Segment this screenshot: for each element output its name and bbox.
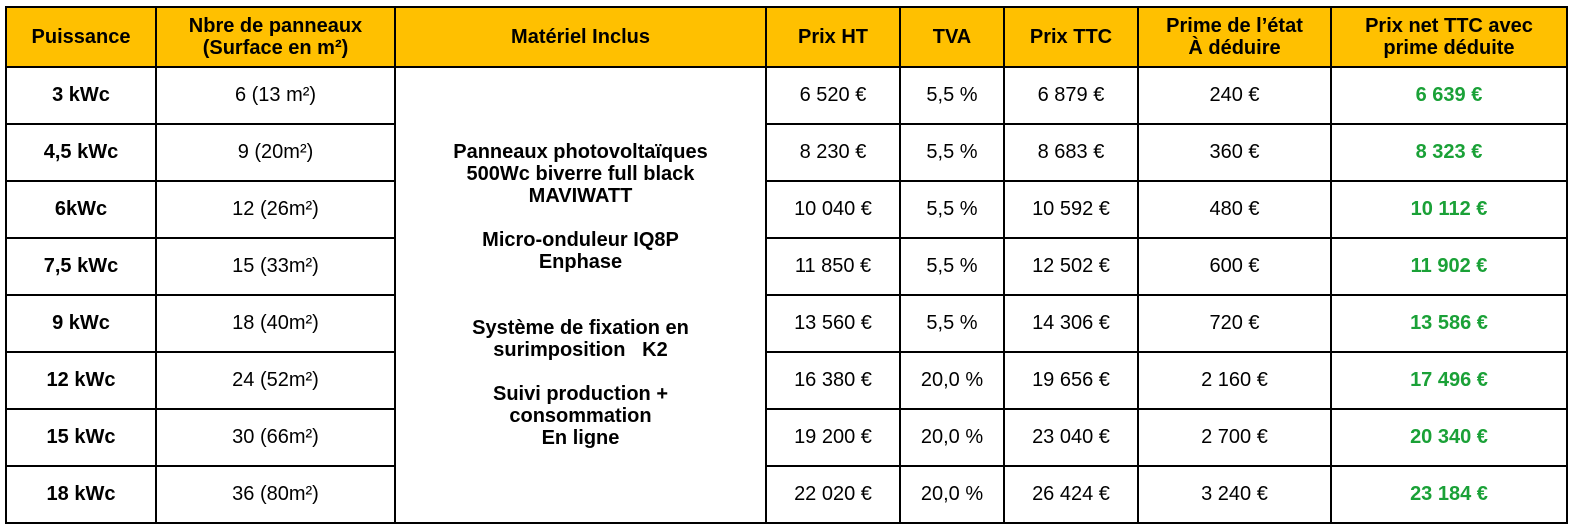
table-row: 9 kWc 18 (40m²) 13 560 € 5,5 % 14 306 € … — [5, 294, 1568, 353]
net-price-cell: 17 496 € — [1330, 351, 1568, 410]
table-row: 12 kWc 24 (52m²) 16 380 € 20,0 % 19 656 … — [5, 351, 1568, 410]
prime-cell: 2 160 € — [1137, 351, 1332, 410]
tva-cell: 20,0 % — [899, 408, 1005, 467]
panneaux-cell: 6 (13 m²) — [155, 66, 396, 125]
header-prix-ttc: Prix TTC — [1003, 6, 1139, 68]
material-line: En ligne — [541, 427, 620, 449]
header-puissance: Puissance — [5, 6, 157, 68]
material-line: Système de fixation en — [472, 317, 689, 339]
header-panneaux-line2: (Surface en m²) — [202, 37, 349, 59]
material-line: Enphase — [538, 251, 623, 273]
material-line: Suivi production + — [492, 383, 668, 405]
puissance-cell: 3 kWc — [5, 66, 157, 125]
prime-cell: 600 € — [1137, 237, 1332, 296]
prime-cell: 240 € — [1137, 66, 1332, 125]
header-prime: Prime de l’état À déduire — [1137, 6, 1332, 68]
header-prime-line1: Prime de l’état — [1166, 15, 1303, 37]
header-tva: TVA — [899, 6, 1005, 68]
tva-cell: 20,0 % — [899, 351, 1005, 410]
puissance-cell: 7,5 kWc — [5, 237, 157, 296]
header-panneaux-line1: Nbre de panneaux — [188, 15, 363, 37]
panneaux-cell: 12 (26m²) — [155, 180, 396, 239]
prix-ht-cell: 6 520 € — [765, 66, 901, 125]
prix-ttc-cell: 10 592 € — [1003, 180, 1139, 239]
prix-ht-cell: 19 200 € — [765, 408, 901, 467]
header-panneaux: Nbre de panneaux (Surface en m²) — [155, 6, 396, 68]
material-line: surimposition K2 — [493, 339, 668, 361]
panneaux-cell: 9 (20m²) — [155, 123, 396, 182]
table-row: 6kWc 12 (26m²) 10 040 € 5,5 % 10 592 € 4… — [5, 180, 1568, 239]
header-net-line2: prime déduite — [1383, 37, 1515, 59]
tva-cell: 5,5 % — [899, 237, 1005, 296]
prix-ttc-cell: 14 306 € — [1003, 294, 1139, 353]
prix-ht-cell: 8 230 € — [765, 123, 901, 182]
panneaux-cell: 36 (80m²) — [155, 465, 396, 524]
header-net-line1: Prix net TTC avec — [1365, 15, 1533, 37]
tva-cell: 5,5 % — [899, 294, 1005, 353]
prix-ht-cell: 16 380 € — [765, 351, 901, 410]
puissance-cell: 18 kWc — [5, 465, 157, 524]
puissance-cell: 15 kWc — [5, 408, 157, 467]
tva-cell: 5,5 % — [899, 180, 1005, 239]
prix-ht-cell: 22 020 € — [765, 465, 901, 524]
header-row: Puissance Nbre de panneaux (Surface en m… — [5, 6, 1568, 68]
prime-cell: 3 240 € — [1137, 465, 1332, 524]
panneaux-cell: 24 (52m²) — [155, 351, 396, 410]
prix-ttc-cell: 26 424 € — [1003, 465, 1139, 524]
table-row: 4,5 kWc 9 (20m²) 8 230 € 5,5 % 8 683 € 3… — [5, 123, 1568, 182]
material-line: 500Wc biverre full black — [466, 163, 695, 185]
puissance-cell: 4,5 kWc — [5, 123, 157, 182]
tva-cell: 5,5 % — [899, 123, 1005, 182]
prime-cell: 360 € — [1137, 123, 1332, 182]
material-line: consommation — [509, 405, 652, 427]
material-line: Panneaux photovoltaïques — [453, 141, 708, 163]
puissance-cell: 6kWc — [5, 180, 157, 239]
net-price-cell: 20 340 € — [1330, 408, 1568, 467]
prix-ht-cell: 13 560 € — [765, 294, 901, 353]
table-row: 15 kWc 30 (66m²) 19 200 € 20,0 % 23 040 … — [5, 408, 1568, 467]
net-price-cell: 10 112 € — [1330, 180, 1568, 239]
net-price-cell: 13 586 € — [1330, 294, 1568, 353]
net-price-cell: 8 323 € — [1330, 123, 1568, 182]
header-prime-line2: À déduire — [1188, 37, 1281, 59]
tva-cell: 5,5 % — [899, 66, 1005, 125]
net-price-cell: 23 184 € — [1330, 465, 1568, 524]
pricing-table: Puissance Nbre de panneaux (Surface en m… — [5, 6, 1568, 524]
header-prix-ht: Prix HT — [765, 6, 901, 68]
header-materiel: Matériel Inclus — [394, 6, 767, 68]
table-row: 7,5 kWc 15 (33m²) 11 850 € 5,5 % 12 502 … — [5, 237, 1568, 296]
panneaux-cell: 30 (66m²) — [155, 408, 396, 467]
prix-ht-cell: 11 850 € — [765, 237, 901, 296]
prime-cell: 2 700 € — [1137, 408, 1332, 467]
panneaux-cell: 18 (40m²) — [155, 294, 396, 353]
material-line: Micro-onduleur IQ8P — [482, 229, 679, 251]
material-line: MAVIWATT — [528, 185, 633, 207]
prix-ttc-cell: 6 879 € — [1003, 66, 1139, 125]
table-row: 18 kWc 36 (80m²) 22 020 € 20,0 % 26 424 … — [5, 465, 1568, 524]
net-price-cell: 6 639 € — [1330, 66, 1568, 125]
prime-cell: 720 € — [1137, 294, 1332, 353]
puissance-cell: 9 kWc — [5, 294, 157, 353]
prix-ttc-cell: 23 040 € — [1003, 408, 1139, 467]
prix-ttc-cell: 19 656 € — [1003, 351, 1139, 410]
prime-cell: 480 € — [1137, 180, 1332, 239]
header-net: Prix net TTC avec prime déduite — [1330, 6, 1568, 68]
puissance-cell: 12 kWc — [5, 351, 157, 410]
prix-ht-cell: 10 040 € — [765, 180, 901, 239]
table-row: 3 kWc 6 (13 m²) Panneaux photovoltaïques… — [5, 66, 1568, 524]
prix-ttc-cell: 8 683 € — [1003, 123, 1139, 182]
prix-ttc-cell: 12 502 € — [1003, 237, 1139, 296]
materiel-cell: Panneaux photovoltaïques 500Wc biverre f… — [394, 66, 767, 524]
net-price-cell: 11 902 € — [1330, 237, 1568, 296]
tva-cell: 20,0 % — [899, 465, 1005, 524]
panneaux-cell: 15 (33m²) — [155, 237, 396, 296]
